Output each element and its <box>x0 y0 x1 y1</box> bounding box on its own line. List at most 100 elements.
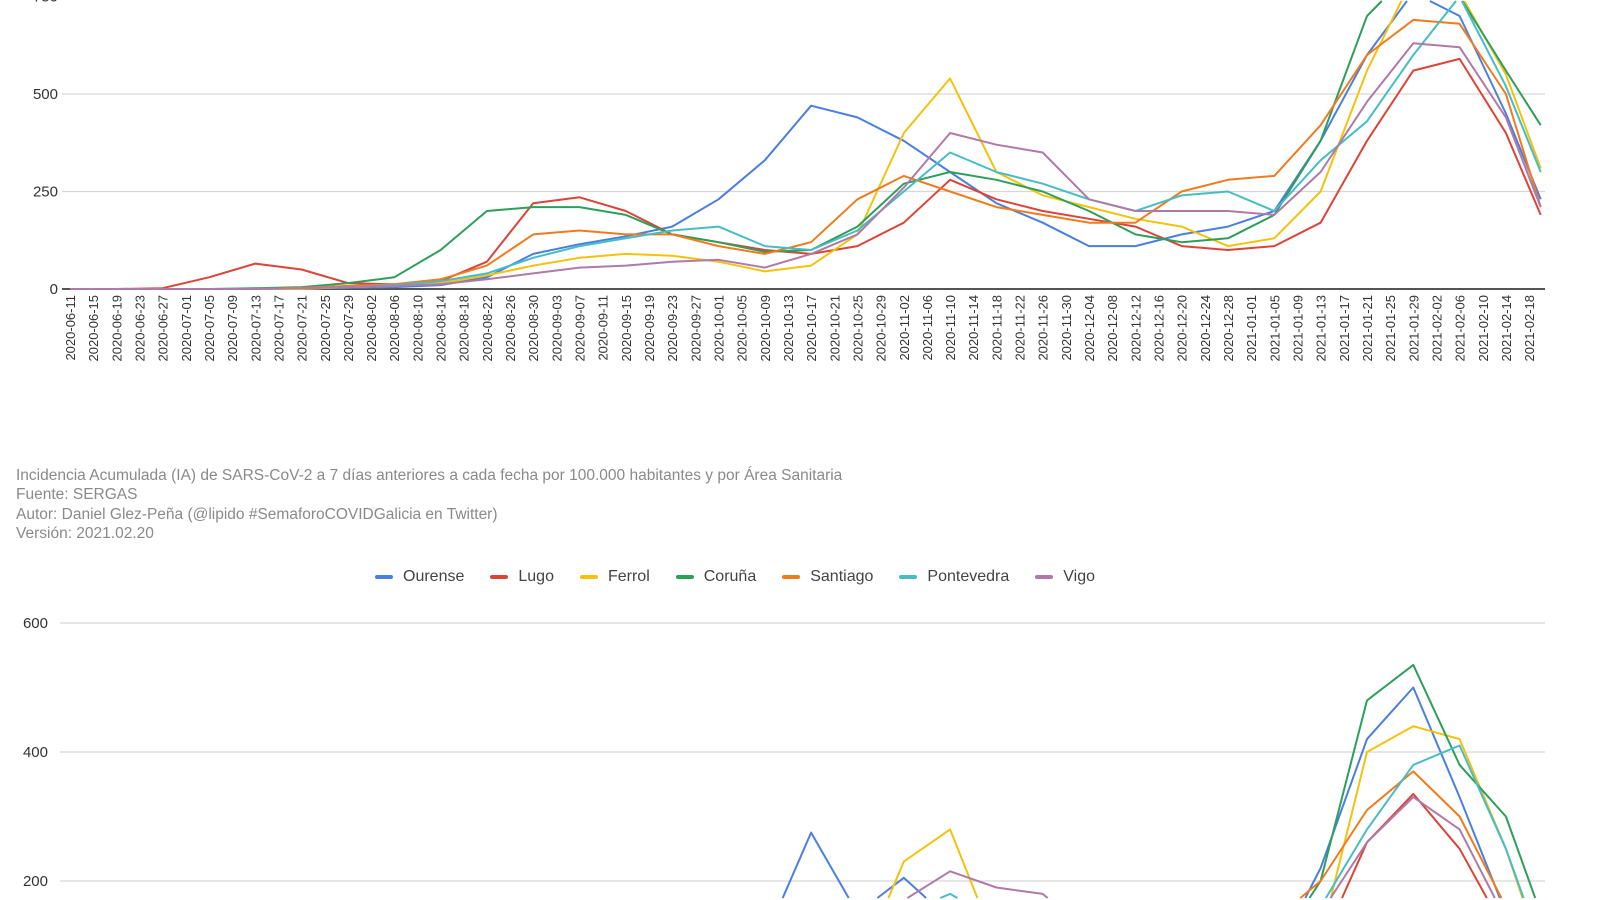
legend-item-ourense[interactable]: Ourense <box>375 568 464 586</box>
x-tick-label: 2020-10-21 <box>827 295 842 362</box>
legend-swatch <box>782 575 801 579</box>
x-tick-label: 2021-02-18 <box>1522 295 1537 362</box>
series-line-lugo <box>1341 792 1488 899</box>
legend-label: Ourense <box>403 568 465 585</box>
x-tick-label: 2020-11-26 <box>1036 295 1051 361</box>
chart-legend: Ourense Lugo Ferrol Coruña Santiago Pontevedr… <box>375 568 1095 586</box>
x-tick-label: 2020-11-22 <box>1013 295 1028 361</box>
x-tick-label: 2020-07-01 <box>179 295 194 362</box>
caption-source: Fuente: SERGAS <box>16 486 138 504</box>
x-tick-label: 2021-02-02 <box>1429 295 1444 362</box>
caption-author: Autor: Daniel Glez-Peña (@lipido #Semafo… <box>16 505 498 523</box>
series-line-vigo <box>906 796 1496 899</box>
x-tick-label: 2020-09-23 <box>665 295 680 362</box>
series-line-coruña <box>70 0 1542 290</box>
x-tick-label: 2020-09-15 <box>619 295 634 362</box>
legend-swatch <box>490 575 509 579</box>
x-tick-label: 2020-08-22 <box>480 295 495 362</box>
x-tick-label: 2020-09-19 <box>642 295 657 362</box>
x-tick-label: 2021-01-29 <box>1406 295 1421 362</box>
legend-item-vigo[interactable]: Vigo <box>1035 568 1095 586</box>
x-tick-label: 2020-06-23 <box>132 295 147 362</box>
y-tick-label: 400 <box>23 744 48 761</box>
x-tick-label: 2020-07-05 <box>202 295 217 362</box>
x-tick-label: 2020-12-16 <box>1152 295 1167 362</box>
x-tick-label: 2020-11-10 <box>943 295 958 361</box>
x-tick-label: 2020-07-25 <box>318 295 333 362</box>
x-tick-label: 2021-01-25 <box>1383 295 1398 362</box>
x-tick-label: 2020-12-20 <box>1175 295 1190 362</box>
x-tick-label: 2020-12-12 <box>1128 295 1143 362</box>
x-tick-label: 2020-08-18 <box>457 295 472 362</box>
x-tick-label: 2020-12-08 <box>1105 295 1120 362</box>
legend-swatch <box>1035 575 1054 579</box>
y-tick-label: 200 <box>23 873 48 890</box>
x-tick-label: 2020-07-21 <box>295 295 310 362</box>
x-tick-label: 2021-01-21 <box>1360 295 1375 362</box>
x-tick-label: 2021-02-14 <box>1499 295 1514 362</box>
x-tick-label: 2020-12-04 <box>1082 295 1097 362</box>
x-tick-label: 2020-11-14 <box>966 295 981 361</box>
legend-label: Ferrol <box>607 568 650 585</box>
x-tick-label: 2021-01-09 <box>1290 295 1305 362</box>
x-tick-label: 2021-01-01 <box>1244 295 1259 362</box>
chart-caption: Incidencia Acumulada (IA) de SARS-CoV-2 … <box>16 466 842 543</box>
y-tick-label: 500 <box>33 86 58 103</box>
x-tick-label: 2020-09-27 <box>688 295 703 362</box>
x-tick-label: 2020-11-06 <box>920 295 935 361</box>
legend-label: Santiago <box>810 568 874 585</box>
x-tick-label: 2020-12-24 <box>1198 295 1213 362</box>
x-tick-label: 2020-08-14 <box>434 295 449 362</box>
legend-item-lugo[interactable]: Lugo <box>490 568 554 586</box>
x-tick-label: 2020-10-25 <box>850 295 865 362</box>
y-tick-label: 600 <box>23 615 48 632</box>
legend-item-ferrol[interactable]: Ferrol <box>579 568 650 586</box>
x-tick-label: 2020-08-10 <box>410 295 425 362</box>
legend-item-santiago[interactable]: Santiago <box>782 568 873 586</box>
x-tick-label: 2020-08-26 <box>503 295 518 362</box>
x-tick-label: 2020-07-09 <box>225 295 240 362</box>
series-line-ferrol <box>70 0 1542 290</box>
series-line-pontevedra <box>70 0 1542 290</box>
x-tick-label: 2020-06-11 <box>63 295 78 361</box>
legend-label: Pontevedra <box>927 568 1010 585</box>
x-tick-label: 2020-10-09 <box>758 295 773 362</box>
series-line-pontevedra <box>939 744 1525 899</box>
series-line-ourense <box>70 0 1542 290</box>
top-chart: 0 250 500 750 2020-06-11 2020-06-15 2020-06-19… <box>33 0 1545 362</box>
caption-version: Versión: 2021.02.20 <box>16 524 154 542</box>
x-tick-label: 2020-12-28 <box>1221 295 1236 362</box>
legend-swatch <box>675 575 694 579</box>
x-tick-label: 2021-01-05 <box>1267 295 1282 362</box>
x-tick-label: 2020-06-19 <box>109 295 124 362</box>
legend-label: Coruña <box>703 568 757 585</box>
x-tick-label: 2020-10-17 <box>804 295 819 362</box>
x-tick-label: 2020-07-13 <box>248 295 263 362</box>
bottom-chart: 200 400 600 <box>23 615 1545 899</box>
x-tick-label: 2020-07-17 <box>271 295 286 362</box>
y-tick-label: 0 <box>50 281 58 298</box>
x-tick-label: 2020-08-30 <box>526 295 541 362</box>
caption-title: Incidencia Acumulada (IA) de SARS-CoV-2 … <box>16 467 843 484</box>
legend-label: Lugo <box>518 568 554 585</box>
x-tick-label: 2020-10-01 <box>711 295 726 362</box>
x-tick-label: 2020-10-29 <box>874 295 889 362</box>
x-tick-label: 2020-11-30 <box>1059 295 1074 361</box>
legend-label: Vigo <box>1063 568 1095 585</box>
y-tick-label: 250 <box>33 184 58 201</box>
x-tick-label: 2020-08-06 <box>387 295 402 362</box>
y-tick-label: 750 <box>33 0 58 6</box>
x-tick-label: 2021-01-13 <box>1314 295 1329 362</box>
x-tick-label: 2020-09-03 <box>549 295 564 362</box>
x-tick-label: 2021-02-10 <box>1476 295 1491 362</box>
x-tick-label: 2020-10-13 <box>781 295 796 362</box>
x-tick-label: 2020-09-07 <box>573 295 588 362</box>
legend-item-coruña[interactable]: Coruña <box>675 568 757 586</box>
legend-swatch <box>579 575 598 579</box>
series-line-santiago <box>1299 770 1503 899</box>
x-tick-label: 2020-06-15 <box>86 295 101 362</box>
x-tick-label: 2020-06-27 <box>156 295 171 362</box>
legend-item-pontevedra[interactable]: Pontevedra <box>899 568 1009 586</box>
x-tick-label: 2020-11-18 <box>989 295 1004 361</box>
